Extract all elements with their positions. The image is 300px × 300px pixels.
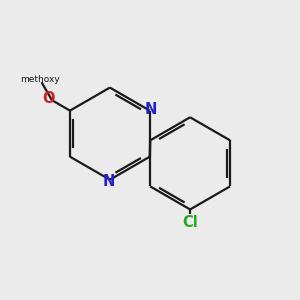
Text: methoxy: methoxy bbox=[20, 75, 60, 84]
Text: Cl: Cl bbox=[182, 215, 198, 230]
Text: O: O bbox=[42, 91, 55, 106]
Text: N: N bbox=[102, 174, 115, 189]
Text: N: N bbox=[145, 102, 158, 117]
